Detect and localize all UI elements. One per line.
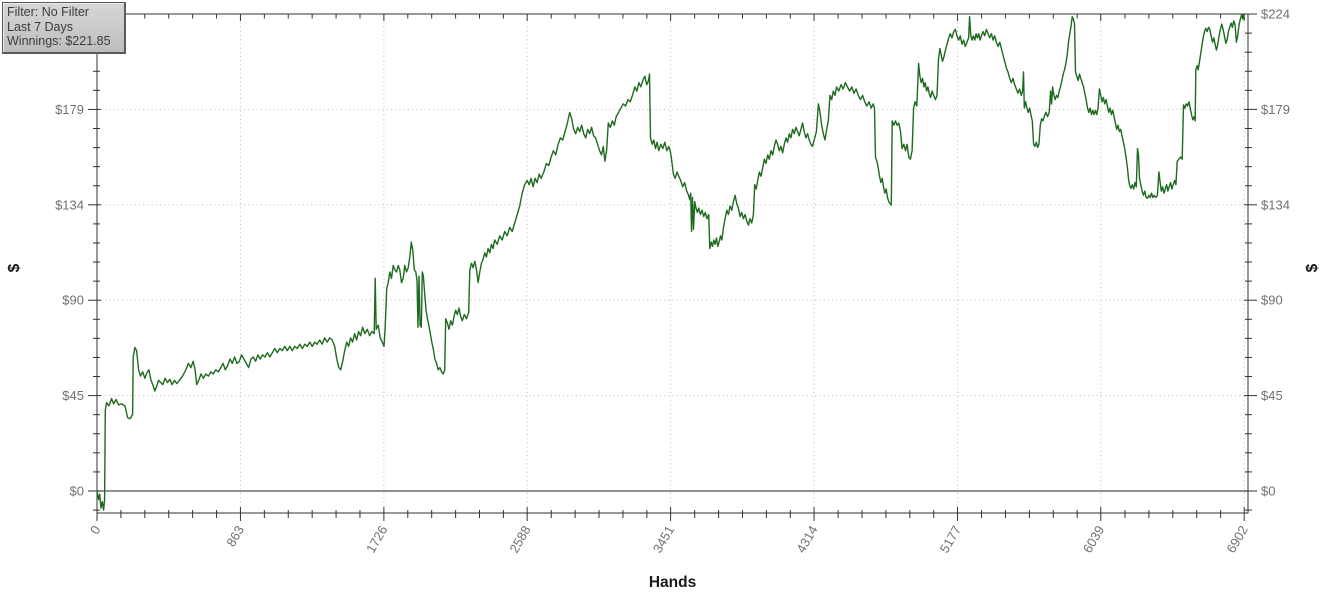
y-axis-title-right: $ [1304,263,1321,272]
info-winnings-line: Winnings: $221.85 [7,34,111,48]
y-axis-title-left: $ [6,263,23,272]
y-tick-label-left: $45 [62,388,84,403]
y-tick-label-left: $90 [62,293,84,308]
y-tick-label-right: $45 [1261,388,1283,403]
y-tick-label-right: $90 [1261,293,1283,308]
info-period-line: Last 7 Days [7,19,74,34]
y-tick-label-left: $179 [55,102,84,117]
y-tick-label-right: $134 [1261,197,1290,212]
y-tick-label-right: $224 [1261,7,1290,22]
y-tick-label-right: $179 [1261,102,1290,117]
y-tick-label-left: $0 [70,484,84,499]
plot-border [96,13,1249,514]
filter-info-box: Filter: No Filter Last 7 Days Winnings: … [2,2,126,54]
winnings-line [96,13,1245,511]
x-axis-title: Hands [649,574,696,591]
y-tick-label-right: $0 [1261,484,1275,499]
y-tick-label-left: $134 [55,197,84,212]
info-filter-line: Filter: No Filter [7,5,89,19]
